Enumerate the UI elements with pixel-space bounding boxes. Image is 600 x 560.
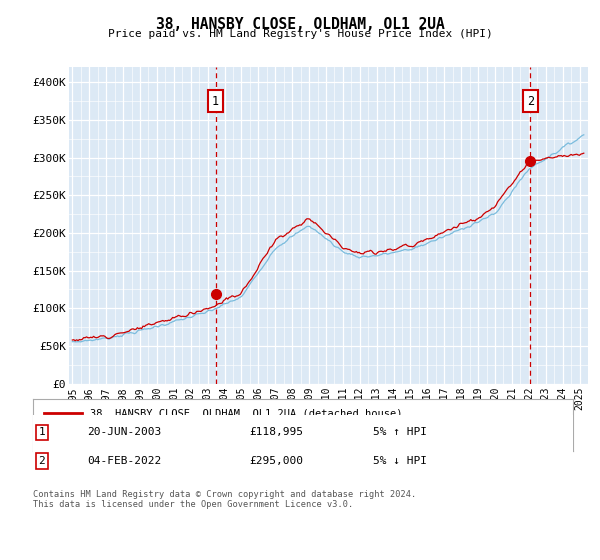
Text: Contains HM Land Registry data © Crown copyright and database right 2024.
This d: Contains HM Land Registry data © Crown c… bbox=[33, 490, 416, 509]
Text: 38, HANSBY CLOSE, OLDHAM, OL1 2UA (detached house): 38, HANSBY CLOSE, OLDHAM, OL1 2UA (detac… bbox=[90, 408, 402, 418]
Text: 38, HANSBY CLOSE, OLDHAM, OL1 2UA: 38, HANSBY CLOSE, OLDHAM, OL1 2UA bbox=[155, 17, 445, 32]
Text: 04-FEB-2022: 04-FEB-2022 bbox=[87, 456, 161, 466]
Text: 1: 1 bbox=[38, 427, 45, 437]
Text: 5% ↑ HPI: 5% ↑ HPI bbox=[373, 427, 427, 437]
Text: £118,995: £118,995 bbox=[249, 427, 303, 437]
Text: 2: 2 bbox=[527, 95, 534, 108]
Text: HPI: Average price, detached house, Oldham: HPI: Average price, detached house, Oldh… bbox=[90, 432, 352, 442]
Text: 1: 1 bbox=[212, 95, 219, 108]
Text: 20-JUN-2003: 20-JUN-2003 bbox=[87, 427, 161, 437]
Text: £295,000: £295,000 bbox=[249, 456, 303, 466]
Text: Price paid vs. HM Land Registry's House Price Index (HPI): Price paid vs. HM Land Registry's House … bbox=[107, 29, 493, 39]
Text: 5% ↓ HPI: 5% ↓ HPI bbox=[373, 456, 427, 466]
Text: 2: 2 bbox=[38, 456, 45, 466]
